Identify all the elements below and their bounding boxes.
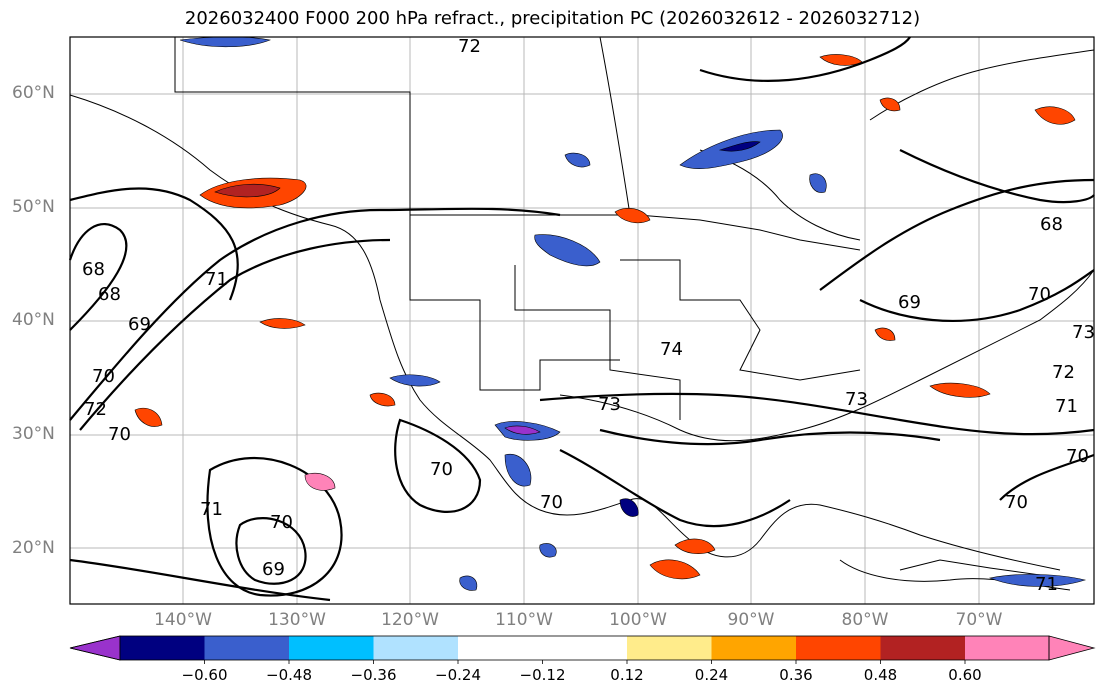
contour-label: 71	[205, 269, 228, 290]
contour-label: 69	[262, 559, 285, 580]
contour-label: 73	[845, 389, 868, 410]
contour-label: 72	[458, 36, 481, 57]
lon-label-120w: 120°W	[381, 610, 439, 630]
colorbar-tick-label: −0.36	[350, 666, 397, 684]
colorbar-tick-label: 0.48	[863, 666, 898, 684]
contour-label: 73	[1072, 322, 1095, 343]
lon-label-110w: 110°W	[495, 610, 553, 630]
colorbar	[69, 635, 1096, 664]
lat-label-40n: 40°N	[12, 310, 55, 330]
lon-label-80w: 80°W	[841, 610, 889, 630]
contour-label: 74	[660, 339, 683, 360]
lat-label-30n: 30°N	[12, 424, 55, 444]
colorbar-tick-label: 0.36	[779, 666, 813, 684]
colorbar-tick-label: −0.24	[435, 666, 481, 684]
lon-label-100w: 100°W	[609, 610, 667, 630]
contour-label: 68	[82, 259, 105, 280]
contour-label: 71	[1055, 396, 1078, 417]
lon-label-130w: 130°W	[268, 610, 326, 630]
colorbar-tick-label: −0.48	[266, 666, 312, 684]
lon-label-70w: 70°W	[955, 610, 1003, 630]
contour-label: 69	[898, 292, 921, 313]
contour-label: 71	[1035, 574, 1058, 595]
contour-labels: 72 68 68 71 69 70 72 70 70 73 74 73 70 7…	[82, 36, 1095, 595]
contour-label: 72	[1052, 362, 1075, 383]
contour-label: 70	[1028, 284, 1051, 305]
contour-label: 70	[1066, 446, 1089, 467]
map-border	[69, 36, 1095, 605]
contour-label: 68	[1040, 214, 1063, 235]
contour-label: 70	[540, 492, 563, 513]
contour-label: 73	[598, 394, 621, 415]
contour-label: 68	[98, 284, 121, 305]
precip-shading	[134, 36, 1087, 591]
contour-label: 70	[1005, 492, 1028, 513]
colorbar-tick-label: −0.60	[181, 666, 228, 684]
lat-label-50n: 50°N	[12, 197, 55, 217]
lat-label-60n: 60°N	[12, 83, 55, 103]
contour-label: 70	[92, 366, 115, 387]
lon-label-140w: 140°W	[154, 610, 212, 630]
colorbar-tick-label: 0.60	[948, 666, 982, 684]
contour-label: 70	[108, 424, 131, 445]
colorbar-tick-label: 0.12	[610, 666, 644, 684]
lat-label-20n: 20°N	[12, 538, 55, 558]
contour-label: 70	[430, 459, 453, 480]
chart-title: 2026032400 F000 200 hPa refract., precip…	[184, 8, 921, 29]
contour-label: 70	[270, 512, 293, 533]
lon-label-90w: 90°W	[727, 610, 775, 630]
colorbar-tick-label: 0.24	[694, 666, 729, 684]
contour-label: 71	[200, 499, 223, 520]
contour-label: 72	[84, 399, 107, 420]
contour-label: 69	[128, 314, 151, 335]
colorbar-tick-label: −0.12	[519, 666, 566, 684]
refractivity-contours	[68, 36, 1095, 602]
map-area: 72 68 68 71 69 70 72 70 70 73 74 73 70 7…	[68, 36, 1095, 605]
